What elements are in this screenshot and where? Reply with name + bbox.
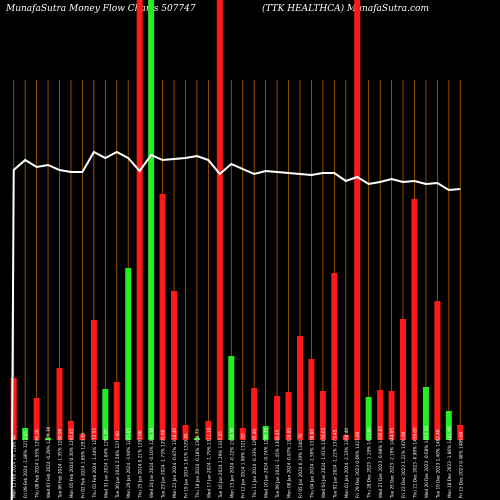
bar	[125, 268, 132, 440]
x-tick-label: Tue 06 Feb 2024 -1.35% 1280.00	[58, 428, 63, 499]
bar	[33, 398, 40, 440]
bar	[67, 421, 74, 440]
x-tick-label: Tue 09 Jan 2024 -1.45% 1309.45	[275, 429, 280, 499]
bar	[193, 438, 200, 440]
x-tick-label: Thu 21 Dec 2023 -0.90% 1459.05	[412, 427, 417, 499]
bar	[228, 356, 235, 440]
bar	[319, 391, 326, 440]
x-tick-label: Thu 08 Feb 2024 1.55% 1296.20	[35, 429, 40, 499]
bar	[159, 194, 166, 440]
chart-title: MunafaSutra Money Flow Charts 507747	[6, 4, 196, 14]
x-tick-label: Tue 02 Jan 2024 -1.22% 1373.45	[332, 429, 337, 499]
x-tick-label: Tue 19 Dec 2023 1.40% 1482.40	[435, 429, 440, 499]
bar	[377, 390, 384, 440]
bar	[56, 368, 63, 440]
bar	[342, 435, 349, 440]
bar	[457, 425, 464, 440]
grid-lines	[13, 80, 461, 440]
x-tick-label: Wed 07 Feb 2024 -0.29% 1276.30	[46, 426, 51, 498]
x-tick-label: Fri 15 Dec 2023 0.48% 1489.60	[458, 431, 463, 498]
bar	[296, 336, 303, 440]
x-tick-label: Mon 29 Jan 2024 -3.94% 1245.85	[126, 428, 131, 498]
x-tick-label: Wed 10 Jan 2024 -0.74% 1299.75	[264, 427, 269, 498]
x-tick-label: Fri 09 Feb 2024 -1.86% 1272.05	[23, 430, 28, 498]
bar	[331, 273, 338, 440]
bar	[171, 291, 178, 440]
x-tick-label: Mon 08 Jan 2024 -0.87% 1328.85	[287, 428, 292, 498]
x-tick-label: Thu 01 Feb 2024 -1.44% 1272.55	[92, 428, 97, 499]
bars	[10, 0, 464, 440]
x-tick-label: Fri 22 Dec 2023 1.22% 1476.90	[401, 431, 406, 498]
bar	[251, 388, 258, 440]
x-tick-labels: Mon 12 Feb 2024 1% 1286.40 Fri 09 Feb 202…	[12, 426, 464, 499]
x-tick-label: Fri 12 Jan 2024 1.98% 1321.05	[241, 433, 246, 498]
x-tick-label: Tue 26 Dec 2023 -2.16% 1444.95	[390, 428, 395, 499]
bar	[365, 397, 372, 440]
x-tick-label: Tue 30 Jan 2024 2.58% 1277.90	[115, 431, 120, 499]
bar	[308, 359, 315, 440]
x-tick-label: Mon 18 Dec 2023 -1.86% 1461.95	[447, 426, 452, 498]
bar	[434, 301, 441, 440]
price-line-group	[10, 150, 461, 500]
x-tick-label: Thu 11 Jan 2024 -0.33% 1295.40	[252, 429, 257, 499]
chart-subtitle: (TTK HEALTHCA) MunafaSutra.com	[262, 4, 430, 14]
bar	[388, 391, 395, 440]
bar	[182, 425, 189, 440]
bar	[239, 428, 246, 440]
bar	[445, 411, 452, 440]
x-tick-label: Wed 20 Dec 2023 -0.68% 1472.30	[424, 426, 429, 498]
bar	[354, 0, 361, 440]
x-tick-label: Mon 01 Jan 2024 -2.33% 1390.40	[344, 428, 349, 498]
bar	[22, 428, 29, 440]
x-tick-label: Thu 04 Jan 2024 -1.59% 1338.00	[309, 429, 314, 499]
x-tick-label: Wed 17 Jan 2024 -1.79% 1311.10	[206, 427, 211, 498]
bar	[90, 320, 97, 440]
x-tick-label: Fri 05 Jan 2024 0.19% 1340.50	[298, 433, 303, 498]
bar	[10, 378, 17, 440]
x-tick-label: Wed 24 Jan 2024 -0.10% 1294.30	[149, 427, 154, 498]
bar	[216, 0, 223, 440]
x-tick-label: Fri 29 Dec 2023 0.69% 1423.60	[355, 431, 360, 498]
x-tick-label: Fri 02 Feb 2024 1.66% 1293.65	[80, 432, 85, 498]
bar	[422, 387, 429, 440]
bar	[102, 389, 109, 440]
bar	[400, 319, 407, 440]
x-tick-label: Mon 12 Feb 2024 1% 1286.40	[12, 435, 17, 498]
x-tick-label: Thu 25 Jan 2024 0.21% 1297.00	[138, 430, 143, 499]
bar	[274, 396, 281, 440]
x-tick-label: Mon 15 Jan 2024 -0.22% 1318.10	[229, 428, 234, 498]
bar	[113, 382, 120, 440]
x-tick-label: Tue 23 Jan 2024 -1.73% 1295.60	[161, 429, 166, 499]
bar	[205, 421, 212, 440]
bar	[285, 392, 292, 440]
x-tick-label: Fri 19 Jan 2024 1.61% 1329.85	[183, 433, 188, 498]
x-tick-label: Mon 22 Jan 2024 -0.87% 1318.40	[172, 428, 177, 498]
bar	[262, 426, 269, 440]
x-tick-label: Wed 31 Jan 2024 1.04% 1291.20	[103, 429, 108, 498]
bar	[79, 434, 86, 440]
x-tick-label: Wed 03 Jan 2024 -1.01% 1359.65	[321, 427, 326, 498]
x-tick-label: Thu 18 Jan 2024 -0.18% 1308.75	[195, 429, 200, 499]
bar	[148, 0, 155, 440]
x-tick-label: Wed 27 Dec 2023 -0.98% 1430.85	[378, 426, 383, 498]
x-tick-label: Tue 16 Jan 2024 1.29% 1335.05	[218, 431, 223, 499]
price-line	[10, 150, 461, 500]
x-tick-label: Thu 28 Dec 2023 -1.19% 1413.80	[367, 427, 372, 499]
bar	[45, 438, 52, 440]
bar	[411, 199, 418, 440]
x-tick-label: Mon 05 Feb 2024 0.30% 1297.45	[69, 428, 74, 498]
bar	[136, 0, 143, 440]
